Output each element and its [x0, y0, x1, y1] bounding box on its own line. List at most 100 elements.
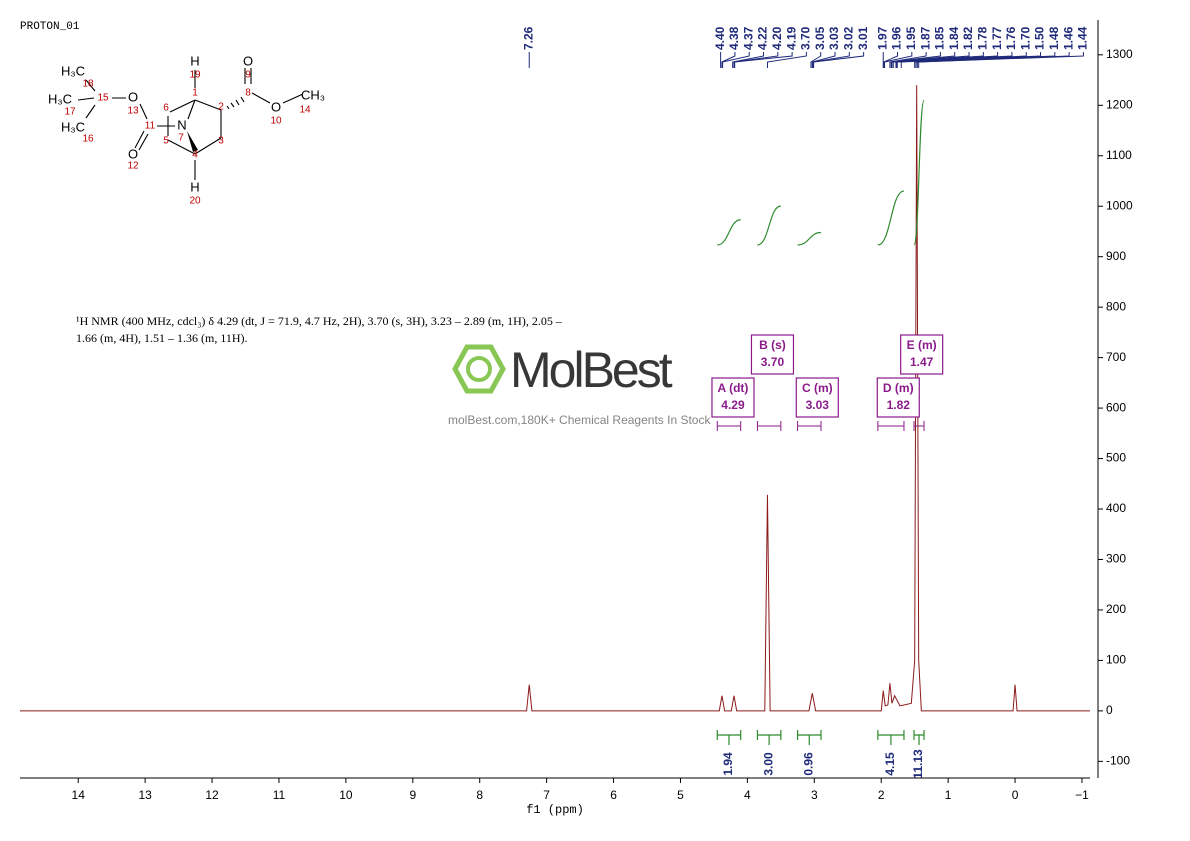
atom-number: 15: [97, 93, 109, 104]
integral-label: 4.15: [883, 752, 897, 776]
peak-connector: [890, 52, 941, 68]
integral-label: 0.96: [801, 752, 815, 776]
peak-connector: [900, 52, 1027, 68]
logo: [452, 344, 506, 394]
multiplet-name: C (m): [802, 381, 833, 395]
multiplet-shift: 4.29: [721, 398, 745, 412]
atom: H₃C: [61, 63, 85, 78]
multiplet-box: [711, 377, 755, 418]
y-tick-label: 400: [1106, 501, 1126, 515]
atom: H: [190, 53, 199, 68]
atom: O: [271, 99, 281, 114]
multiplet-box: [876, 377, 920, 418]
atom-number: 1: [192, 88, 198, 99]
multiplet-shift: 1.47: [910, 355, 934, 369]
multiplet-range: [797, 421, 822, 431]
x-tick-label: 9: [409, 788, 416, 802]
y-tick-label: 200: [1106, 602, 1126, 616]
x-tick-label: 7: [543, 788, 550, 802]
atom-number: 6: [163, 103, 169, 114]
atom: O: [128, 146, 138, 161]
integral-curve: [877, 190, 905, 246]
x-tick-label: 2: [878, 788, 885, 802]
peak-label: 4.19: [784, 26, 798, 50]
x-tick-label: 14: [72, 788, 86, 802]
peak-label: 1.82: [961, 26, 975, 50]
atom-number: 3: [218, 136, 224, 147]
peak-label: 1.87: [918, 26, 932, 50]
atom-number: 11: [145, 121, 156, 132]
peak-label: 3.70: [799, 26, 813, 50]
peak-label: 4.38: [727, 26, 741, 50]
atom-number: 12: [127, 161, 139, 172]
y-tick-label: 800: [1106, 299, 1126, 313]
atom-number: 14: [299, 105, 311, 116]
x-tick-label: 0: [1012, 788, 1019, 802]
wedge-bond: [187, 131, 198, 152]
y-tick-label: 900: [1106, 249, 1126, 263]
integral-label: 1.94: [721, 752, 735, 776]
multiplet-name: B (s): [759, 338, 786, 352]
peak-label: 1.84: [947, 26, 961, 50]
atom-number: 7: [178, 133, 184, 144]
peak-label: 1.48: [1047, 26, 1061, 50]
peak-connector: [733, 52, 779, 68]
y-tick-label: -100: [1106, 754, 1130, 768]
peak-label: 1.96: [890, 26, 904, 50]
peak-label: 7.26: [521, 26, 535, 50]
peak-label: 1.70: [1018, 26, 1032, 50]
peak-label: 3.05: [813, 26, 827, 50]
peak-connector: [722, 52, 750, 68]
atom-number: 20: [189, 196, 201, 207]
structure: H₃C 18 H₃C 15 17 H₃C 16 O 13 11 N 6 7 5 …: [48, 53, 325, 206]
y-tick-label: 1300: [1106, 47, 1133, 61]
multiplet-box: [750, 334, 795, 375]
peak-label: 1.50: [1033, 26, 1047, 50]
peak-label: 3.02: [841, 26, 855, 50]
multiplet-range: [716, 421, 742, 431]
watermark-brand: MolBest: [510, 342, 673, 398]
chart-title: PROTON_01: [20, 21, 80, 33]
watermark-tagline: molBest.com,180K+ Chemical Reagents In S…: [448, 413, 711, 427]
atom: H₃C: [48, 91, 72, 106]
y-tick-label: 1100: [1106, 148, 1132, 162]
y-tick-label: 700: [1106, 350, 1126, 364]
y-tick-label: 0: [1106, 703, 1113, 717]
atom-number: 8: [245, 88, 251, 99]
peak-label: 3.03: [827, 26, 841, 50]
multiplet-box: [900, 334, 944, 375]
atom-number: 4: [192, 150, 198, 161]
atom: O: [128, 89, 138, 104]
nmr-description: 1.66 (m, 4H), 1.51 – 1.36 (m, 11H).: [76, 331, 248, 345]
hashed-bond: [226, 96, 245, 110]
multiplet-range: [877, 421, 905, 431]
watermark: MolBest molBest.com,180K+ Chemical Reage…: [448, 342, 711, 427]
peak-connector: [918, 52, 1084, 68]
x-tick-label: 6: [610, 788, 617, 802]
multiplet-shift: 1.82: [887, 398, 911, 412]
x-axis-label: f1 (ppm): [526, 803, 584, 817]
x-tick-label: −1: [1075, 788, 1089, 802]
integral-bracket: [877, 730, 905, 745]
multiplet-name: D (m): [883, 381, 914, 395]
x-tick-label: 4: [744, 788, 751, 802]
peak-label: 1.46: [1061, 26, 1075, 50]
peak-connector: [810, 52, 822, 68]
atom: O: [243, 53, 253, 68]
x-tick-label: 10: [339, 788, 353, 802]
atom-number: 16: [82, 134, 94, 145]
peak-connector: [889, 52, 927, 68]
x-tick-label: 1: [945, 788, 952, 802]
peak-connector: [891, 52, 956, 68]
peak-label: 4.37: [741, 26, 755, 50]
multiplet-shift: 3.03: [806, 398, 830, 412]
peak-label: 1.95: [904, 26, 918, 50]
peak-label: 1.85: [933, 26, 947, 50]
atom-number: 17: [64, 107, 76, 118]
atom-number: 5: [163, 136, 169, 147]
y-tick-label: 1200: [1106, 97, 1133, 111]
peak-connector: [734, 52, 793, 68]
multiplet-range: [913, 421, 925, 431]
integral-bracket: [913, 730, 925, 745]
atom: H: [190, 179, 199, 194]
